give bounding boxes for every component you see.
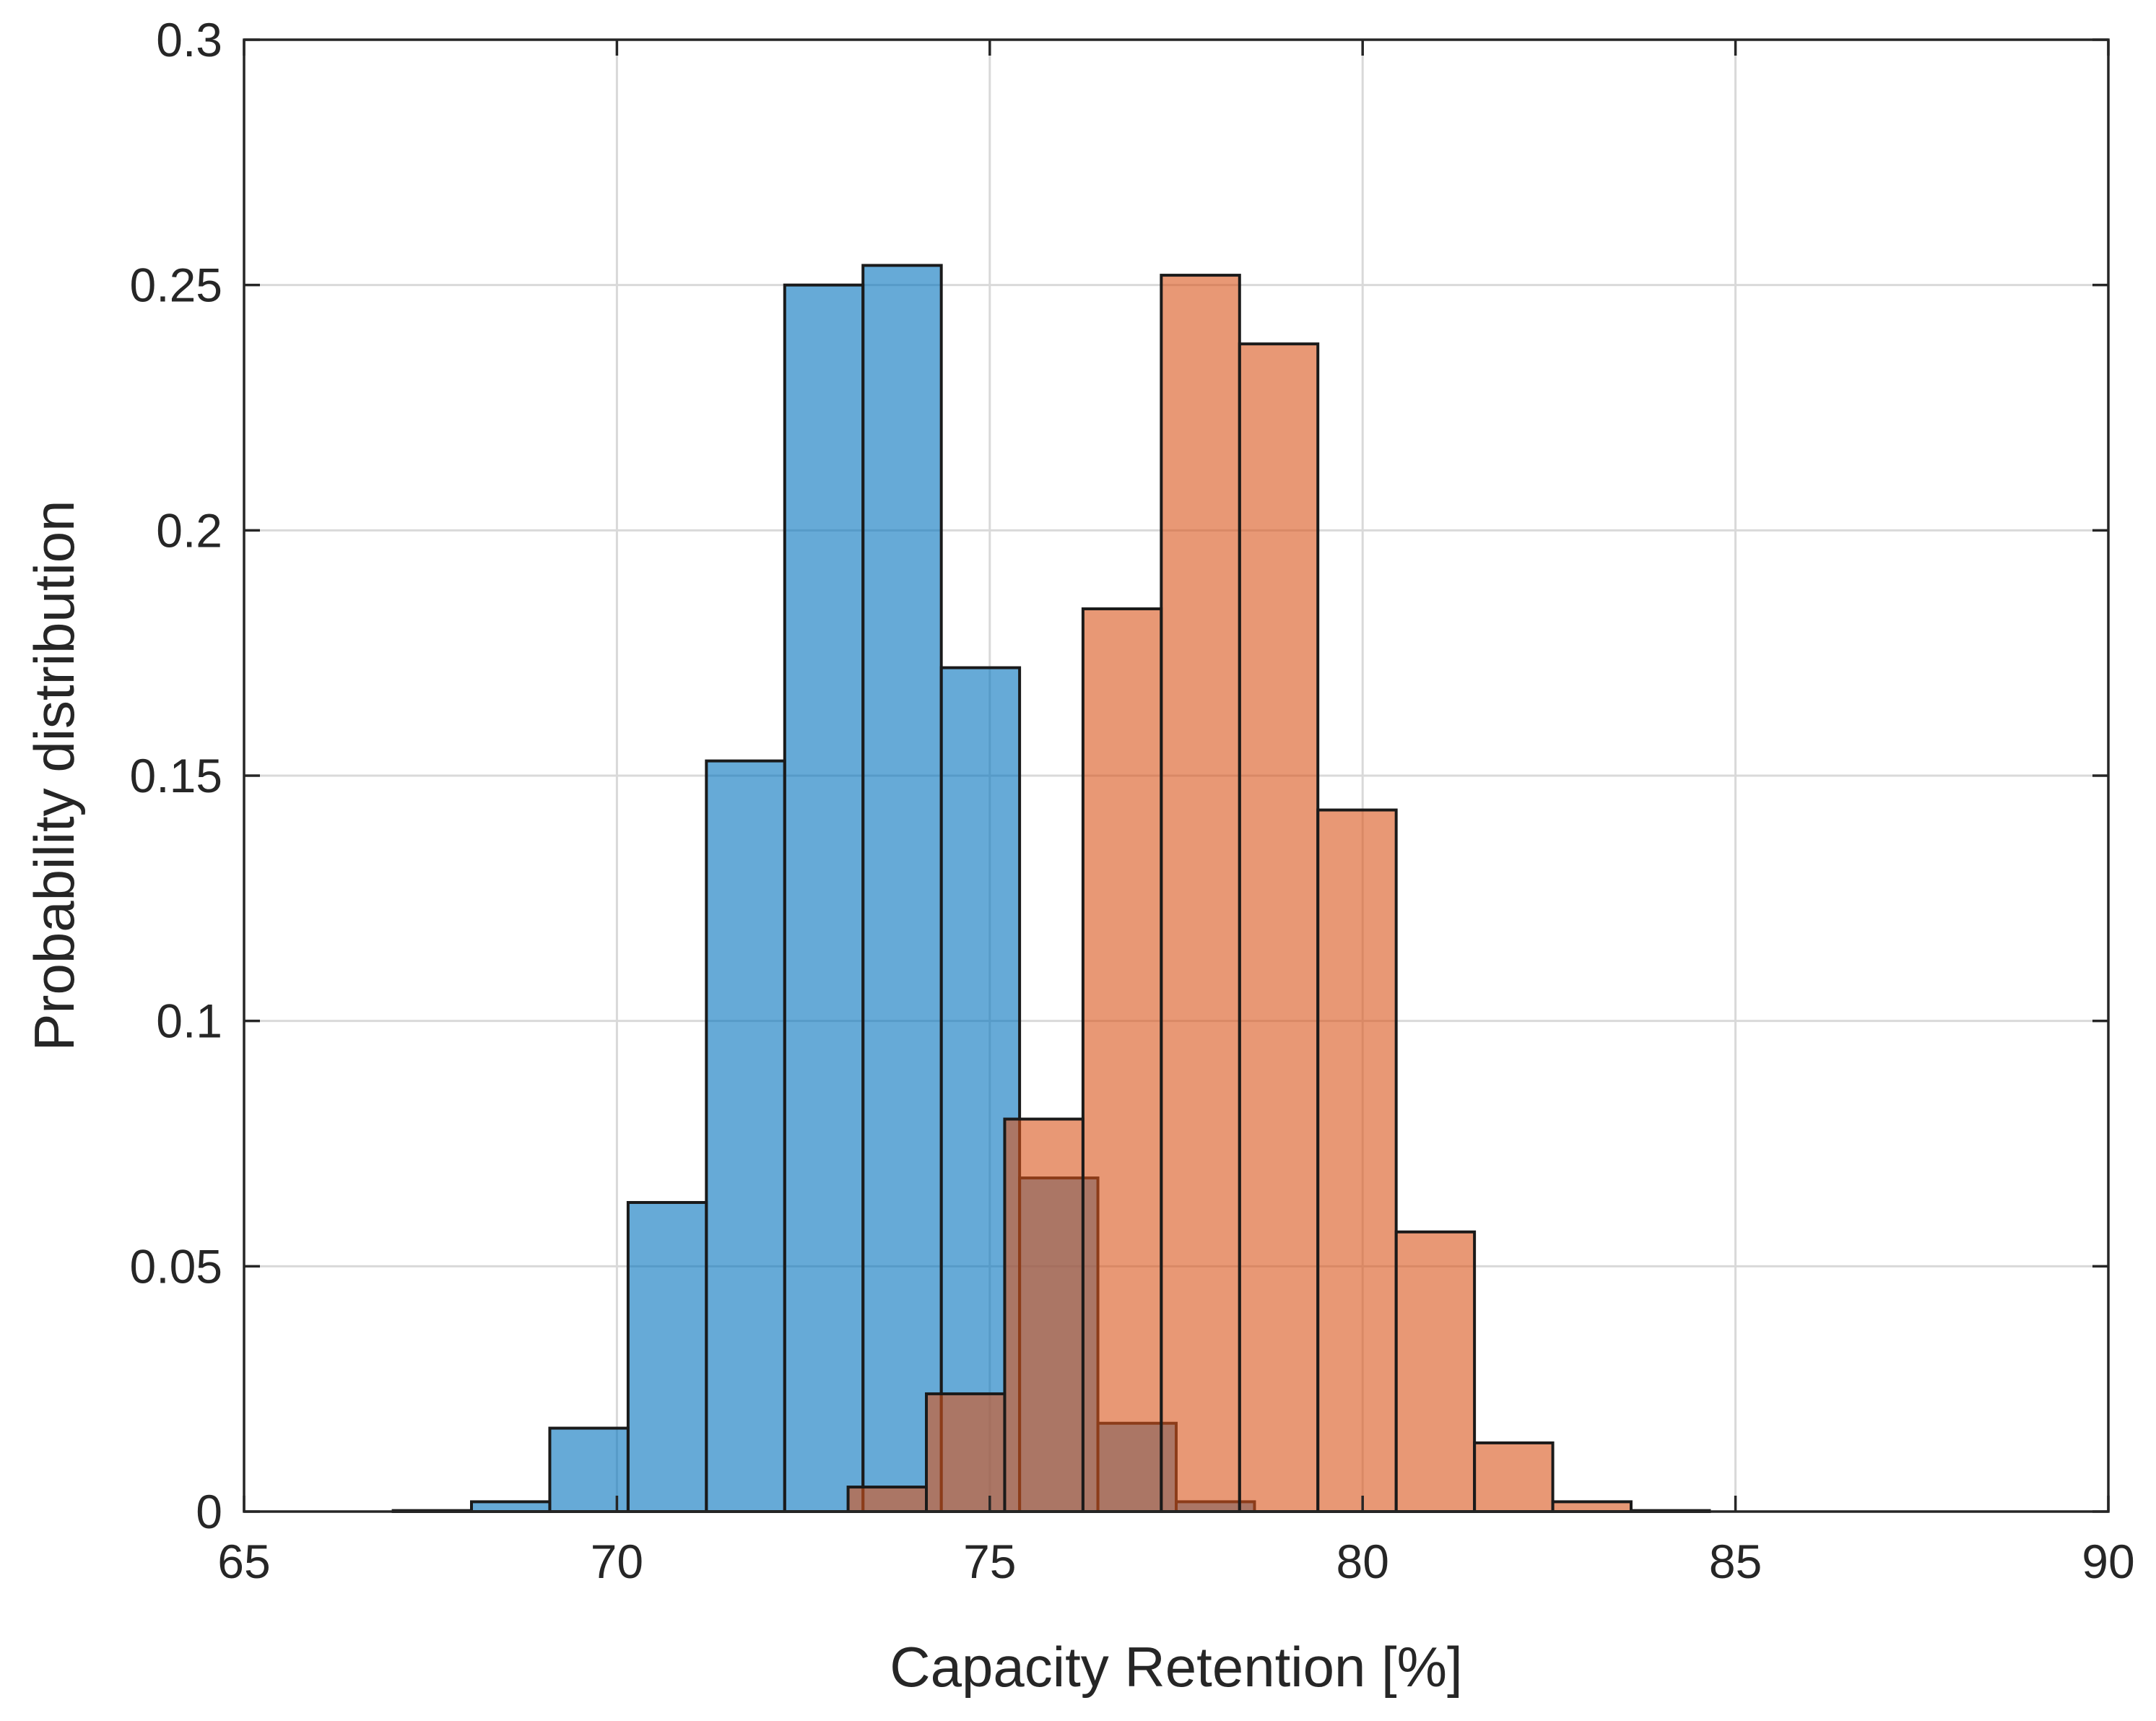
histogram-bar (1473, 1441, 1555, 1513)
histogram-bars (391, 264, 1711, 1514)
x-tick-label: 90 (2082, 1535, 2134, 1588)
histogram-bar (861, 264, 943, 1514)
y-tick-label: 0.05 (130, 1239, 222, 1293)
histogram-bar (1551, 1500, 1633, 1513)
histogram-bar (1316, 808, 1398, 1513)
histogram-bar (1394, 1230, 1477, 1514)
histogram-bar (1081, 607, 1163, 1514)
histogram-bar (846, 1486, 929, 1514)
x-tick-label: 85 (1709, 1535, 1762, 1588)
histogram-bar (705, 759, 786, 1513)
y-tick-label: 0.2 (156, 503, 222, 557)
x-tick-label: 80 (1336, 1535, 1388, 1588)
x-tick-label: 65 (217, 1535, 270, 1588)
axis-ticks (243, 38, 2110, 1513)
y-tick-label: 0.1 (156, 994, 222, 1048)
histogram-bar (626, 1201, 708, 1514)
y-tick-label: 0.3 (156, 13, 222, 66)
y-tick-label: 0 (196, 1485, 222, 1538)
histogram-bar (470, 1500, 552, 1513)
y-axis-title: Probability distribution (22, 500, 86, 1051)
histogram-bar (925, 1392, 1007, 1513)
histogram-bar (1003, 1117, 1084, 1513)
y-tick-label: 0.25 (130, 259, 222, 312)
tick-labels: 65 70 75 80 85 90 0 0.05 0.1 0.15 0.2 0.25 0.3 (130, 13, 2135, 1588)
series-2-bars (846, 274, 1711, 1514)
histogram-bar (783, 283, 865, 1514)
x-tick-label: 75 (963, 1535, 1016, 1588)
x-tick-label: 70 (591, 1535, 643, 1588)
y-tick-label: 0.15 (130, 749, 222, 802)
x-axis-title: Capacity Retention [%] (890, 1635, 1462, 1699)
histogram-bar (1238, 342, 1320, 1514)
histogram-bar (1160, 274, 1241, 1514)
